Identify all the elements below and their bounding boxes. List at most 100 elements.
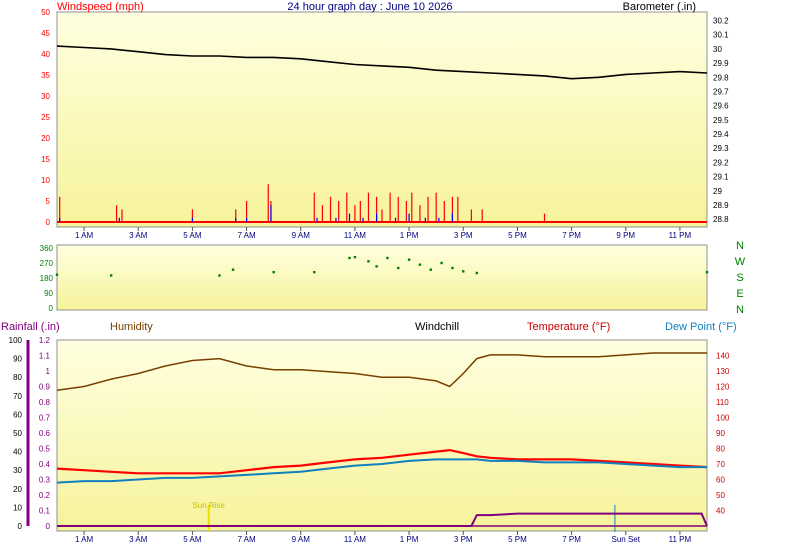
temp-x-tick-label: 3 PM bbox=[454, 535, 473, 544]
wind-x-tick-label: 7 PM bbox=[562, 231, 581, 240]
humidity-y-tick-label: 40 bbox=[13, 448, 22, 457]
rainfall-y-tick-label: 0.4 bbox=[39, 460, 51, 469]
compass-label: W bbox=[735, 256, 746, 268]
wind-x-tick-label: 9 PM bbox=[616, 231, 635, 240]
humidity-y-tick-label: 100 bbox=[9, 336, 23, 345]
wind-y-tick-label: 5 bbox=[46, 197, 51, 206]
barometer-y-tick-label: 28.8 bbox=[713, 215, 729, 224]
temp-x-tick-label: 11 AM bbox=[344, 535, 366, 544]
temperature-y-tick-label: 110 bbox=[716, 398, 729, 407]
wind-x-tick-label: 11 PM bbox=[669, 231, 692, 240]
temp-x-tick-label: 1 PM bbox=[400, 535, 419, 544]
humidity-y-tick-label: 50 bbox=[13, 429, 22, 438]
barometer-y-tick-label: 28.9 bbox=[713, 201, 729, 210]
barometer-line bbox=[56, 45, 708, 80]
direction-point bbox=[397, 266, 400, 270]
wind-x-tick-label: 1 AM bbox=[75, 231, 94, 240]
temp-x-tick-label: 5 AM bbox=[183, 535, 202, 544]
dew-point-line bbox=[56, 458, 707, 484]
direction-point bbox=[367, 260, 370, 263]
humidity-line bbox=[56, 352, 707, 391]
compass-label: S bbox=[736, 272, 743, 284]
direction-y-tick-label: 360 bbox=[40, 244, 54, 253]
temperature-y-tick-label: 90 bbox=[716, 429, 725, 438]
direction-point bbox=[440, 261, 443, 265]
rainfall-y-tick-label: 0.6 bbox=[39, 429, 51, 438]
rainfall-y-tick-label: 0.8 bbox=[39, 398, 51, 407]
direction-point bbox=[348, 256, 351, 260]
rainfall-y-tick-label: 1.2 bbox=[39, 336, 51, 345]
barometer-axis-title: Barometer (.in) bbox=[623, 1, 696, 13]
temp-panel-bg bbox=[56, 339, 708, 532]
temperature-y-tick-label: 50 bbox=[716, 491, 725, 500]
direction-y-tick-label: 0 bbox=[49, 304, 54, 313]
wind-y-tick-label: 45 bbox=[41, 29, 50, 38]
humidity-y-tick-label: 90 bbox=[13, 355, 22, 364]
direction-point bbox=[407, 258, 411, 261]
direction-point bbox=[462, 270, 465, 273]
direction-point bbox=[55, 273, 59, 276]
direction-point bbox=[109, 274, 113, 277]
temperature-y-tick-label: 70 bbox=[716, 460, 725, 469]
direction-point bbox=[218, 274, 221, 277]
temperature-axis-title: Temperature (°F) bbox=[527, 321, 610, 333]
wind-x-tick-label: 3 AM bbox=[129, 231, 148, 240]
rainfall-y-tick-label: 1.1 bbox=[39, 352, 51, 361]
temp-x-tick-label: 1 AM bbox=[75, 535, 94, 544]
rainfall-y-tick-label: 0.7 bbox=[39, 414, 51, 423]
temperature-y-tick-label: 40 bbox=[716, 507, 725, 516]
temp-x-tick-label: 7 AM bbox=[237, 535, 256, 544]
temperature-line bbox=[56, 448, 708, 475]
direction-y-tick-label: 180 bbox=[40, 274, 54, 283]
direction-point bbox=[375, 265, 378, 268]
humidity-y-tick-label: 70 bbox=[13, 392, 22, 401]
wind-y-tick-label: 30 bbox=[41, 92, 50, 101]
humidity-y-tick-label: 20 bbox=[13, 485, 22, 494]
rainfall-y-tick-label: 0.5 bbox=[39, 445, 51, 454]
direction-point bbox=[386, 256, 389, 260]
rainfall-y-tick-label: 0.9 bbox=[39, 383, 51, 392]
temperature-y-tick-label: 80 bbox=[716, 445, 725, 454]
barometer-y-tick-label: 30.2 bbox=[713, 17, 729, 26]
barometer-y-tick-label: 29 bbox=[713, 187, 722, 196]
direction-panel-bg bbox=[56, 244, 708, 311]
wind-axis-title: Windspeed (mph) bbox=[57, 1, 144, 13]
barometer-y-tick-label: 29.4 bbox=[713, 130, 729, 139]
direction-point bbox=[429, 268, 432, 271]
humidity-y-tick-label: 10 bbox=[13, 503, 22, 512]
rainfall-y-tick-label: 0.3 bbox=[39, 476, 51, 485]
wind-y-tick-label: 20 bbox=[41, 134, 50, 143]
direction-y-tick-label: 90 bbox=[44, 289, 53, 298]
temp-x-tick-label: Sun Set bbox=[612, 535, 641, 544]
temp-x-tick-label: 5 PM bbox=[508, 535, 527, 544]
barometer-y-tick-label: 29.6 bbox=[713, 102, 729, 111]
temp-x-tick-label: 9 AM bbox=[292, 535, 311, 544]
wind-y-tick-label: 25 bbox=[41, 113, 50, 122]
direction-point bbox=[353, 255, 357, 259]
direction-point bbox=[705, 270, 709, 274]
rainfall-y-tick-label: 0 bbox=[46, 522, 51, 531]
chart-title: 24 hour graph day : June 10 2026 bbox=[287, 1, 452, 13]
barometer-y-tick-label: 29.9 bbox=[713, 59, 729, 68]
temperature-y-tick-label: 120 bbox=[716, 383, 730, 392]
wind-y-tick-label: 0 bbox=[46, 218, 51, 227]
wind-x-tick-label: 3 PM bbox=[454, 231, 473, 240]
direction-point bbox=[272, 270, 275, 274]
sunrise-label: Sun Rise bbox=[192, 501, 225, 510]
direction-point bbox=[451, 266, 454, 270]
barometer-y-tick-label: 30 bbox=[713, 45, 722, 54]
wind-x-tick-label: 11 AM bbox=[344, 231, 366, 240]
temperature-y-tick-label: 60 bbox=[716, 476, 725, 485]
wind-y-tick-label: 15 bbox=[41, 155, 50, 164]
wind-y-tick-label: 40 bbox=[41, 50, 50, 59]
temperature-y-tick-label: 100 bbox=[716, 414, 730, 423]
direction-point bbox=[231, 268, 235, 271]
wind-panel-bg bbox=[56, 11, 708, 228]
barometer-y-tick-label: 29.8 bbox=[713, 73, 729, 82]
compass-label: N bbox=[736, 304, 744, 316]
wind-x-tick-label: 5 PM bbox=[508, 231, 527, 240]
barometer-y-tick-label: 29.5 bbox=[713, 116, 729, 125]
barometer-y-tick-label: 29.2 bbox=[713, 158, 729, 167]
humidity-y-tick-label: 30 bbox=[13, 466, 22, 475]
